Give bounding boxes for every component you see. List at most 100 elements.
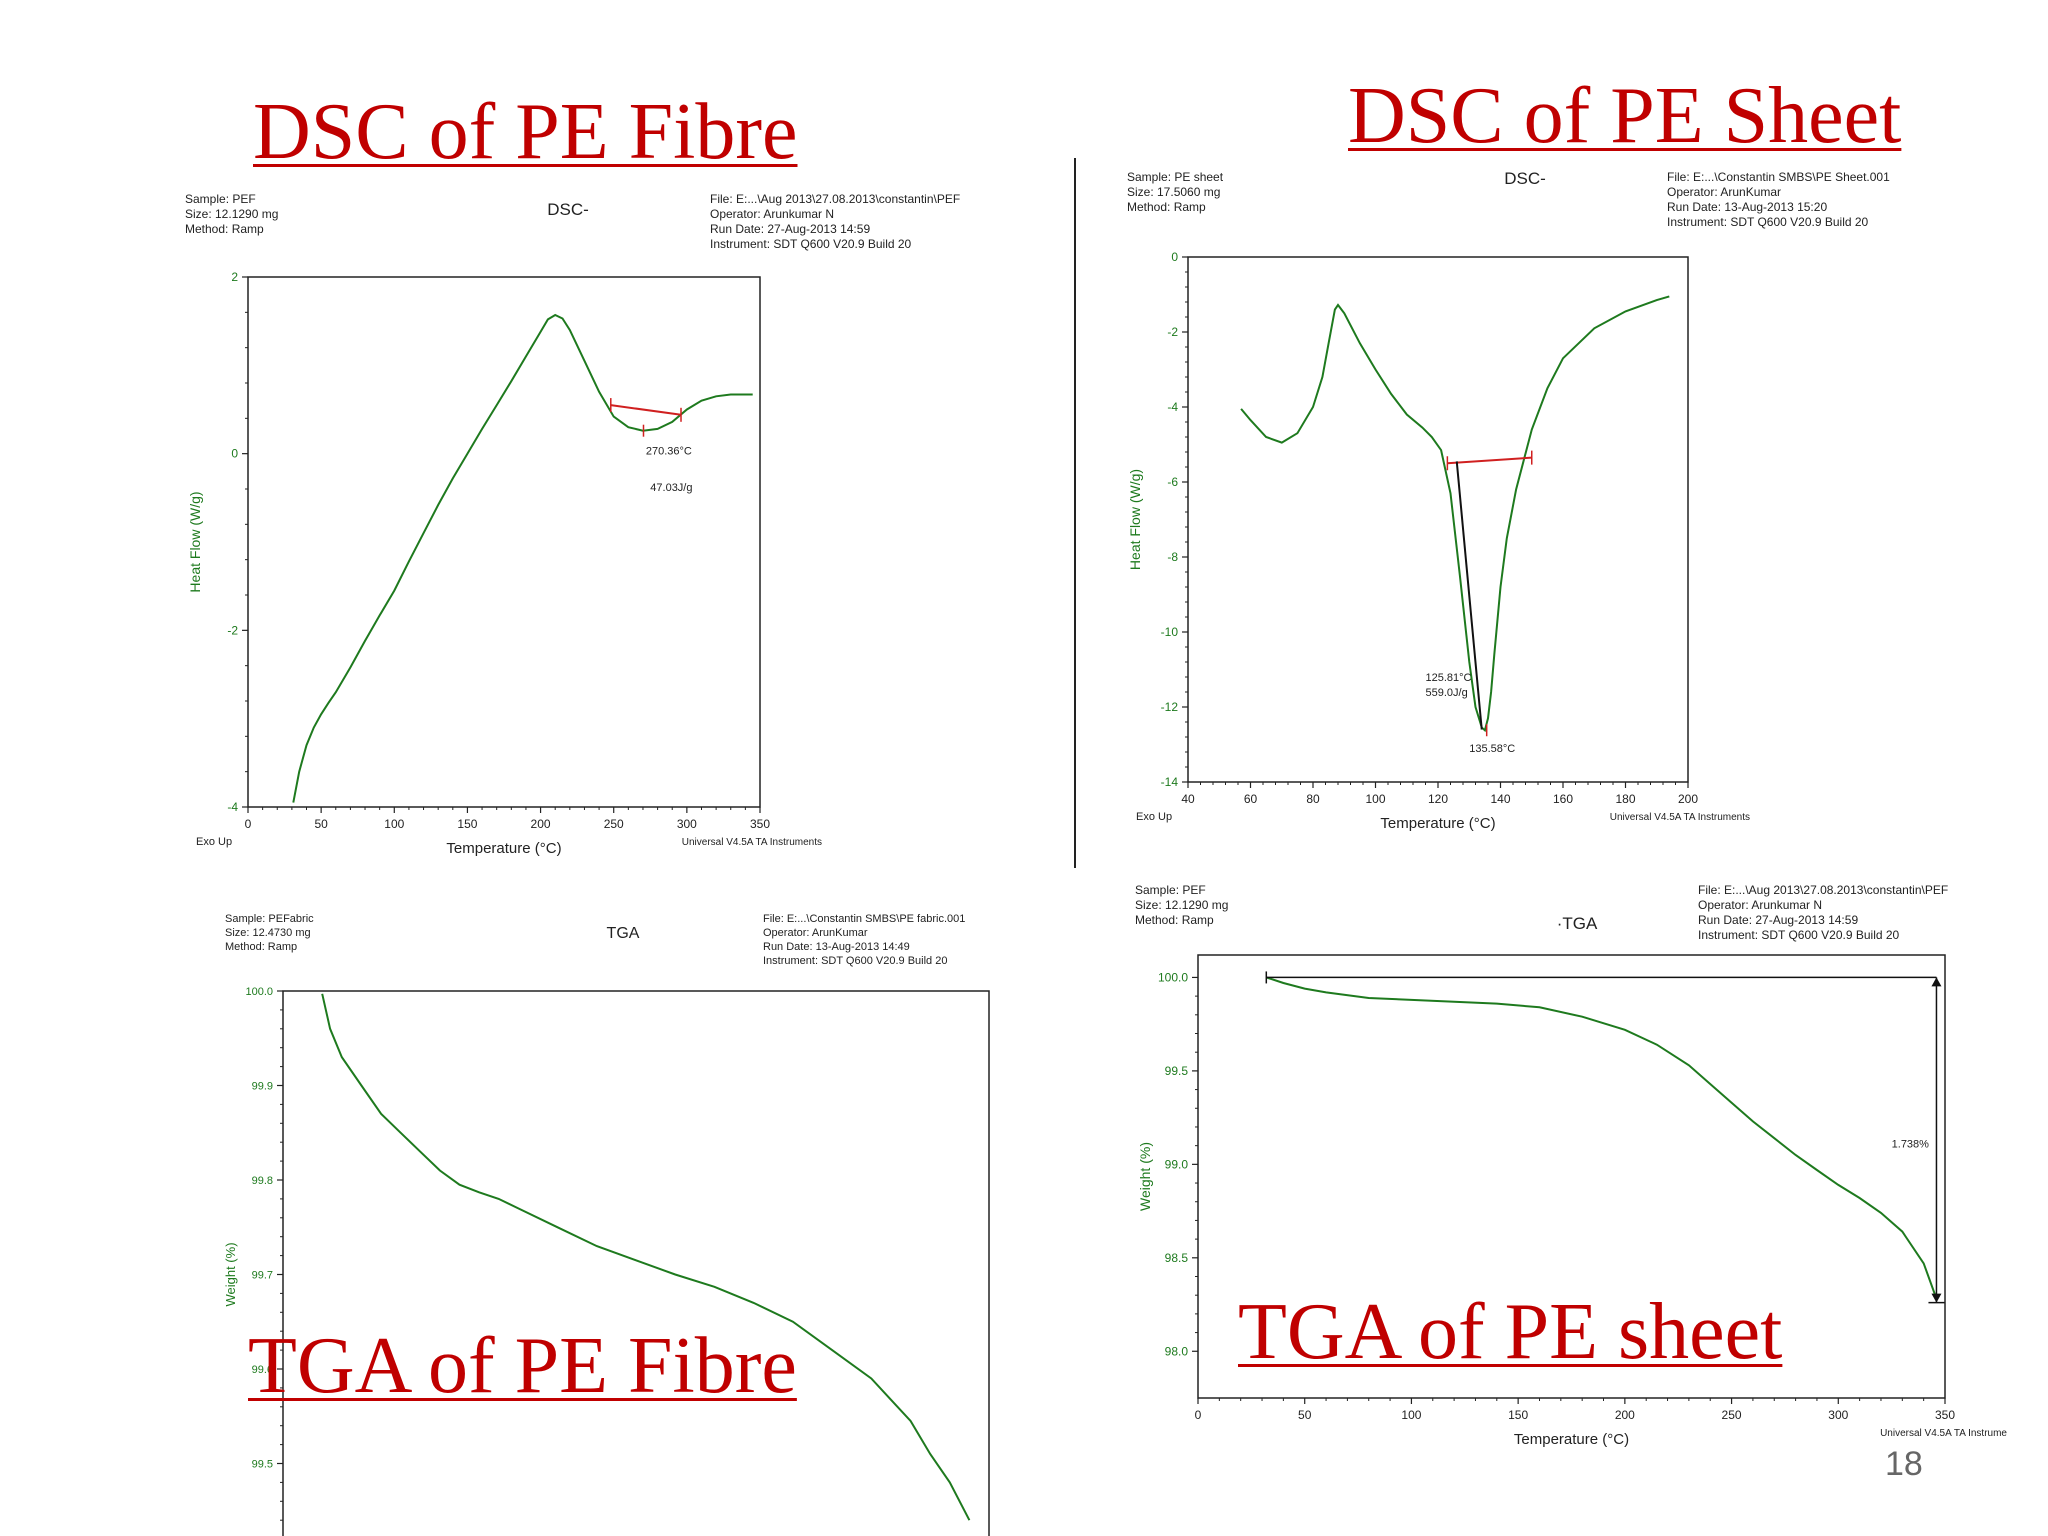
x-tick-label: 150 [1508,1408,1528,1422]
y-tick-label: -6 [1167,475,1178,489]
plot-frame [282,990,990,1536]
x-tick-label: 40 [1181,792,1195,806]
y-tick-label: 99.9 [252,1081,273,1093]
y-tick-label: -4 [227,800,238,814]
title-dsc-fibre: DSC of PE Fibre [253,88,798,176]
y-tick-label: -8 [1167,550,1178,564]
onset-tangent [1455,461,1483,730]
annotation-label: 1.738% [1892,1139,1930,1151]
chart-title: ·TGA [1557,914,1598,933]
x-tick-label: 0 [245,817,252,831]
annotation-label: 47.03J/g [650,482,692,494]
info-left-line: Method: Ramp [185,222,264,236]
plot-frame [1187,256,1689,783]
info-left-line: Method: Ramp [225,941,297,953]
footer-exo-up: Exo Up [1136,811,1172,823]
y-tick-label: -12 [1161,700,1179,714]
x-tick-label: 100 [1401,1408,1421,1422]
x-tick-label: 200 [1678,792,1698,806]
y-tick-label: 0 [231,447,238,461]
info-right-line: Run Date: 13-Aug-2013 14:49 [763,941,910,953]
title-tga-sheet: TGA of PE sheet [1238,1288,1783,1376]
y-tick-label: -14 [1161,775,1179,789]
info-left-line: Sample: PEFabric [225,913,314,925]
info-left-line: Sample: PEF [185,192,256,206]
data-curve [292,313,753,803]
y-tick-label: -2 [1167,325,1178,339]
x-tick-label: 100 [1365,792,1385,806]
x-tick-label: 250 [604,817,624,831]
info-right-line: File: E:...\Aug 2013\27.08.2013\constant… [1698,883,1948,897]
info-left-line: Method: Ramp [1135,913,1214,927]
footer-exo-up: Exo Up [196,836,232,848]
x-tick-label: 50 [1298,1408,1312,1422]
annotation-label: 135.58°C [1469,743,1515,755]
y-tick-label: 100.0 [1158,970,1188,984]
x-tick-label: 200 [1615,1408,1635,1422]
info-right-line: Operator: Arunkumar N [710,207,834,221]
info-right-line: File: E:...\Constantin SMBS\PE fabric.00… [763,913,965,925]
info-right-line: Operator: Arunkumar N [1698,898,1822,912]
page-number: 18 [1885,1445,1923,1483]
y-tick-label: 2 [231,270,238,284]
info-right-line: Instrument: SDT Q600 V20.9 Build 20 [1698,928,1900,942]
x-tick-label: 300 [1828,1408,1848,1422]
title-tga-fibre: TGA of PE Fibre [248,1322,797,1410]
y-axis-label: Weight (%) [1137,1142,1153,1211]
measure-arrow-down-icon [1931,1293,1942,1303]
y-tick-label: -10 [1161,625,1179,639]
integration-baseline [610,404,682,416]
info-left-line: Size: 12.4730 mg [225,927,311,939]
x-tick-label: 250 [1722,1408,1742,1422]
info-right-line: Run Date: 27-Aug-2013 14:59 [1698,913,1858,927]
data-curve [1240,295,1670,733]
y-tick-label: 99.5 [1165,1064,1189,1078]
x-axis-label: Temperature (°C) [1380,815,1495,832]
annotation-label: 125.81°C [1426,672,1472,684]
y-tick-label: 99.8 [252,1175,273,1187]
footer-software: Universal V4.5A TA Instruments [682,837,822,848]
footer-software: Universal V4.5A TA Instrume [1880,1428,2007,1439]
measure-arrow-up-icon [1931,977,1942,987]
panel-divider [1074,158,1076,868]
x-tick-label: 80 [1306,792,1320,806]
x-tick-label: 300 [677,817,697,831]
y-axis-label: Weight (%) [223,1242,238,1306]
footer-software: Universal V4.5A TA Instruments [1610,812,1750,823]
data-curve [1265,976,1938,1300]
x-tick-label: 100 [384,817,404,831]
x-tick-label: 160 [1553,792,1573,806]
info-right-line: Run Date: 27-Aug-2013 14:59 [710,222,870,236]
annotation-label: 270.36°C [646,446,692,458]
y-tick-label: 98.0 [1165,1344,1189,1358]
info-right-line: Run Date: 13-Aug-2013 15:20 [1667,200,1827,214]
x-tick-label: 140 [1490,792,1510,806]
info-right-line: File: E:...\Aug 2013\27.08.2013\constant… [710,192,960,206]
y-axis-label: Heat Flow (W/g) [187,491,203,592]
data-curve [321,993,971,1521]
info-left-line: Sample: PE sheet [1127,170,1224,184]
plot-frame [1197,954,1946,1399]
info-right-line: Instrument: SDT Q600 V20.9 Build 20 [763,955,947,967]
annotation-label: 559.0J/g [1426,687,1468,699]
info-right-line: Operator: ArunKumar [763,927,868,939]
chart-tga-fibre: Sample: PEFabric Size: 12.4730 mg Method: … [223,913,990,1536]
plot-frame [247,276,761,808]
info-left-line: Sample: PEF [1135,883,1206,897]
x-axis-label: Temperature (°C) [446,840,561,857]
x-tick-label: 350 [1935,1408,1955,1422]
x-tick-label: 350 [750,817,770,831]
x-tick-label: 200 [531,817,551,831]
x-axis-label: Temperature (°C) [1514,1431,1629,1448]
x-tick-label: 150 [457,817,477,831]
chart-title: DSC- [1504,169,1546,188]
info-right-line: File: E:...\Constantin SMBS\PE Sheet.001 [1667,170,1890,184]
y-tick-label: -2 [227,623,238,637]
info-right-line: Operator: ArunKumar [1667,185,1781,199]
x-tick-label: 50 [314,817,328,831]
y-tick-label: 100.0 [245,986,273,998]
y-axis-label: Heat Flow (W/g) [1127,469,1143,570]
chart-title: DSC- [547,200,589,219]
